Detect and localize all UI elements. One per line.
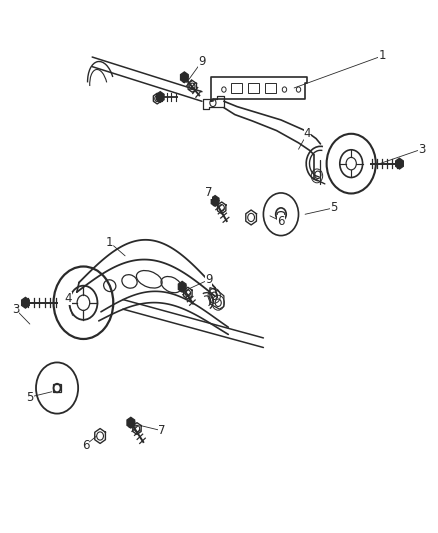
Polygon shape xyxy=(127,417,134,428)
Text: 6: 6 xyxy=(269,215,284,228)
Text: 5: 5 xyxy=(304,201,336,214)
Text: 4: 4 xyxy=(64,292,72,316)
Text: 3: 3 xyxy=(12,303,30,324)
Text: 7: 7 xyxy=(139,424,165,437)
Text: 9: 9 xyxy=(188,273,212,289)
Polygon shape xyxy=(156,92,164,102)
Text: 7: 7 xyxy=(204,187,217,203)
Text: 4: 4 xyxy=(298,127,311,149)
Text: 1: 1 xyxy=(106,236,125,256)
Text: 9: 9 xyxy=(186,55,205,83)
Polygon shape xyxy=(395,158,403,169)
Text: 5: 5 xyxy=(26,391,52,403)
Polygon shape xyxy=(21,297,29,308)
Polygon shape xyxy=(180,72,188,83)
Text: 1: 1 xyxy=(293,50,385,88)
Text: 6: 6 xyxy=(81,436,96,451)
Polygon shape xyxy=(178,281,186,292)
Text: 3: 3 xyxy=(379,143,424,164)
Polygon shape xyxy=(211,196,219,206)
